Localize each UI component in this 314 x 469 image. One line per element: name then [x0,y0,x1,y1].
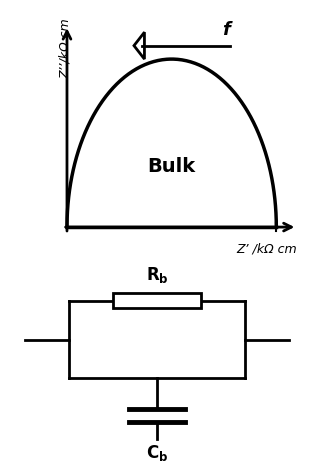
FancyBboxPatch shape [113,293,201,308]
Text: $\mathbf{C_b}$: $\mathbf{C_b}$ [146,443,168,463]
Text: f: f [222,21,230,39]
Text: Z’’/kΩ cm: Z’’/kΩ cm [59,19,72,79]
Text: Z’ /kΩ cm: Z’ /kΩ cm [237,242,297,255]
Text: Bulk: Bulk [148,157,196,176]
Text: $\mathbf{R_b}$: $\mathbf{R_b}$ [146,265,168,285]
